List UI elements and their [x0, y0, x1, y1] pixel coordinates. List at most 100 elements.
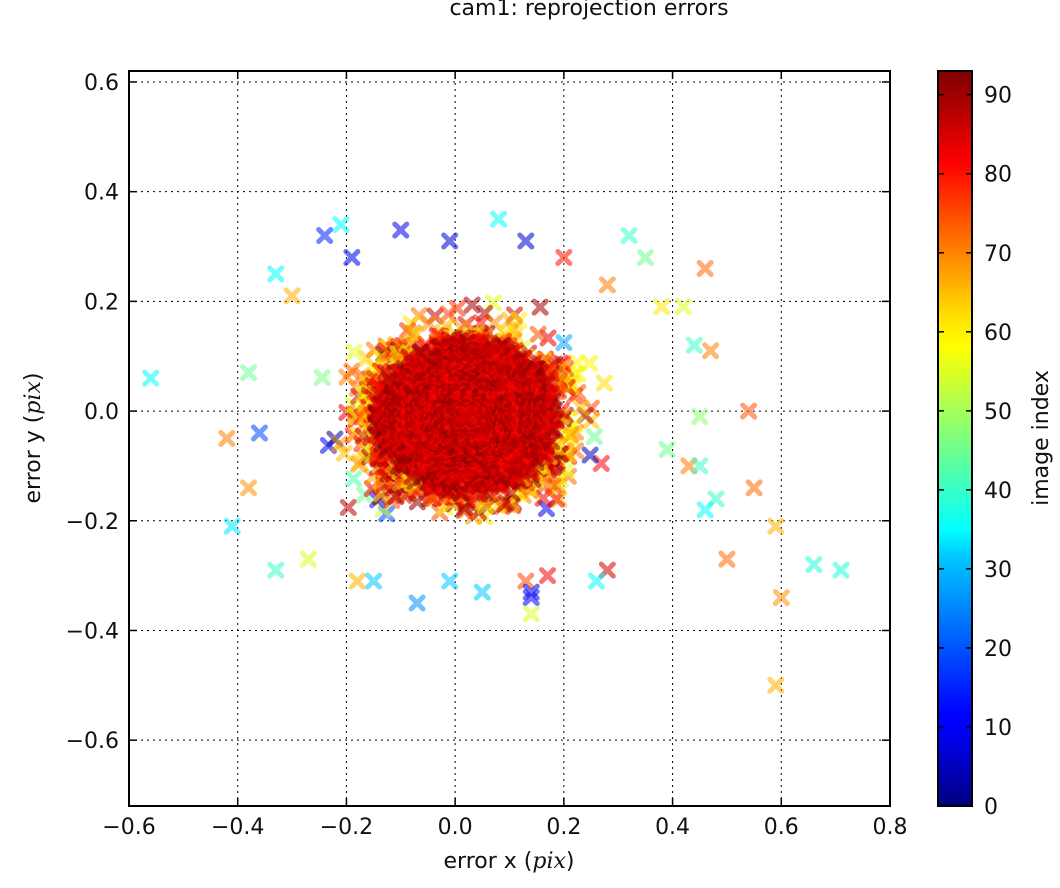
- data-point: [457, 408, 475, 426]
- data-point: [587, 572, 605, 590]
- data-point: [345, 470, 363, 488]
- data-point: [463, 296, 481, 314]
- data-point: [581, 446, 599, 464]
- data-point: [218, 430, 236, 447]
- x-tick-label: 0.6: [764, 815, 799, 840]
- data-point: [335, 444, 353, 462]
- colorbar-tick-label: 40: [984, 479, 1012, 504]
- colorbar-tick-label: 30: [984, 558, 1012, 583]
- data-point: [772, 589, 790, 607]
- data-point: [283, 287, 301, 305]
- plot-frame: [128, 70, 891, 807]
- colorbar-tick-label: 70: [984, 242, 1012, 267]
- data-point: [267, 265, 285, 283]
- data-point: [316, 227, 334, 245]
- data-point: [339, 498, 357, 516]
- data-point: [653, 298, 671, 316]
- data-point: [267, 561, 285, 579]
- data-point: [529, 325, 547, 343]
- data-point: [531, 298, 549, 316]
- data-point: [441, 232, 459, 250]
- data-point: [240, 364, 258, 382]
- colorbar-tick-label: 0: [984, 795, 998, 820]
- data-point: [250, 424, 268, 442]
- x-axis-ticks: −0.6 −0.4 −0.2 0.0 0.2 0.4 0.6 0.8: [102, 71, 908, 840]
- data-point: [348, 572, 366, 590]
- data-point: [691, 408, 709, 426]
- data-point: [522, 589, 540, 607]
- data-point: [718, 550, 736, 568]
- x-tick-label: 0.4: [655, 815, 690, 840]
- data-point: [740, 402, 758, 420]
- data-point: [408, 594, 426, 612]
- data-point: [517, 572, 535, 590]
- data-point: [745, 479, 763, 497]
- data-point: [539, 567, 557, 585]
- colorbar-tick-label: 20: [984, 637, 1012, 662]
- y-tick-label: 0.6: [84, 71, 119, 96]
- data-point: [555, 248, 573, 266]
- y-tick-label: 0.2: [84, 290, 119, 315]
- data-point: [620, 227, 638, 245]
- data-point: [490, 210, 508, 228]
- data-point: [223, 517, 241, 535]
- data-point: [299, 550, 317, 568]
- data-point: [332, 216, 350, 234]
- x-tick-label: −0.4: [211, 815, 264, 840]
- colorbar-tick-label: 90: [984, 84, 1012, 109]
- data-point: [572, 399, 590, 417]
- data-point: [674, 298, 692, 316]
- data-point: [696, 501, 714, 519]
- data-point: [585, 428, 603, 446]
- data-point: [595, 374, 613, 392]
- y-axis-ticks: 0.6 0.4 0.2 0.0 −0.2 −0.4 −0.6: [66, 71, 890, 754]
- colorbar-label: image index: [1029, 370, 1054, 506]
- x-tick-label: 0.2: [546, 815, 581, 840]
- x-tick-label: −0.2: [320, 815, 373, 840]
- data-point: [441, 572, 459, 590]
- colorbar-tick-label: 10: [984, 716, 1012, 741]
- chart-title: cam1: reprojection errors: [449, 0, 728, 21]
- x-axis-label: error x (pix): [444, 849, 575, 874]
- colorbar-tick-label: 60: [984, 321, 1012, 346]
- colorbar-tick-label: 80: [984, 163, 1012, 188]
- x-tick-label: 0.0: [438, 815, 473, 840]
- data-point: [658, 440, 676, 458]
- y-tick-label: 0.0: [84, 400, 119, 425]
- data-point: [636, 248, 654, 266]
- y-tick-label: 0.4: [84, 181, 119, 206]
- colorbar-tick-label: 50: [984, 400, 1012, 425]
- data-point: [547, 490, 565, 508]
- data-point: [313, 369, 331, 387]
- data-point: [522, 605, 540, 623]
- data-point: [392, 221, 410, 239]
- data-points: [142, 210, 850, 694]
- y-tick-label: −0.4: [66, 619, 119, 644]
- data-point: [832, 561, 850, 579]
- y-tick-label: −0.2: [66, 510, 119, 535]
- data-point: [562, 426, 580, 444]
- data-point: [345, 343, 363, 361]
- data-point: [343, 248, 361, 266]
- y-axis-label: error y (pix): [21, 373, 46, 504]
- data-point: [691, 457, 709, 475]
- colorbar-ticks: 0 10 20 30 40 50 60 70 80 90: [938, 84, 1012, 820]
- data-point: [365, 572, 383, 590]
- data-point: [767, 517, 785, 535]
- y-tick-label: −0.6: [66, 729, 119, 754]
- data-point: [598, 276, 616, 294]
- data-point: [767, 676, 785, 694]
- data-point: [343, 362, 361, 380]
- x-tick-label: −0.6: [102, 815, 155, 840]
- data-point: [240, 479, 258, 497]
- data-point: [142, 369, 160, 387]
- data-point: [420, 314, 438, 332]
- data-point: [517, 232, 535, 250]
- x-tick-label: 0.8: [873, 815, 908, 840]
- colorbar: [937, 70, 973, 807]
- data-point: [555, 334, 573, 352]
- data-point: [805, 556, 823, 574]
- data-point: [473, 583, 491, 601]
- data-point: [685, 336, 703, 354]
